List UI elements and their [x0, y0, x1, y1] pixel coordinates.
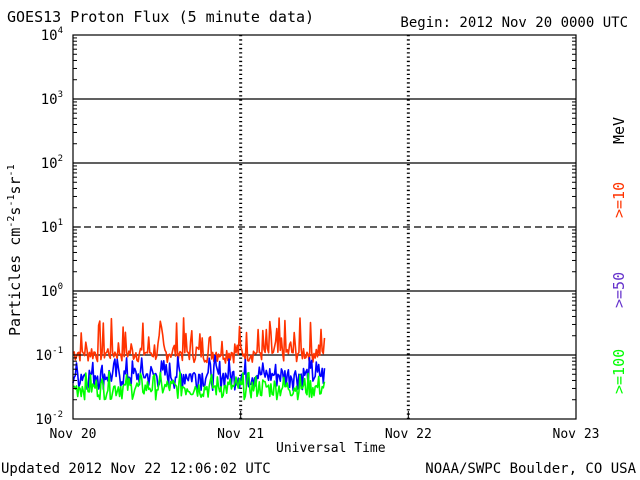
y-axis-label: Particles cm-2s-1sr-1: [4, 164, 24, 336]
x-tick-label: Nov 21: [217, 427, 264, 442]
series-line-0: [72, 317, 326, 364]
legend-ge100: >=100: [610, 348, 628, 394]
legend-unit-label: MeV: [610, 116, 628, 144]
chart-title: GOES13 Proton Flux (5 minute data): [7, 8, 315, 26]
y-tick-label: 101: [41, 218, 63, 236]
plot-frame: [72, 34, 577, 420]
y-tick-label: 103: [41, 90, 63, 108]
x-tick-label: Nov 23: [553, 427, 600, 442]
y-axis-label-main: Particles cm: [6, 227, 24, 336]
y-axis-label-mid2: sr: [6, 176, 24, 195]
series-line-1: [72, 354, 326, 392]
y-tick-label: 104: [41, 26, 63, 44]
y-axis-label-mid1: s: [6, 206, 24, 216]
y-axis-label-sup1: -2: [6, 215, 17, 228]
begin-date: Begin: 2012 Nov 20 0000 UTC: [400, 15, 628, 31]
x-tick-label: Nov 22: [385, 427, 432, 442]
y-axis-label-sup2: -1: [6, 194, 17, 207]
x-tick-label: Nov 20: [50, 427, 97, 442]
y-tick-label: 100: [41, 282, 63, 300]
x-axis-label: Universal Time: [276, 441, 386, 456]
y-tick-label: 10-2: [35, 410, 63, 428]
legend-ge10: >=10: [610, 181, 628, 218]
y-axis-label-sup3: -1: [6, 164, 17, 177]
updated-timestamp: Updated 2012 Nov 22 12:06:02 UTC: [1, 461, 271, 477]
y-tick-label: 102: [41, 154, 63, 172]
legend-ge50: >=50: [610, 271, 628, 308]
agency-credit: NOAA/SWPC Boulder, CO USA: [425, 461, 636, 477]
y-tick-label: 10-1: [35, 346, 63, 364]
series-line-2: [72, 370, 326, 401]
